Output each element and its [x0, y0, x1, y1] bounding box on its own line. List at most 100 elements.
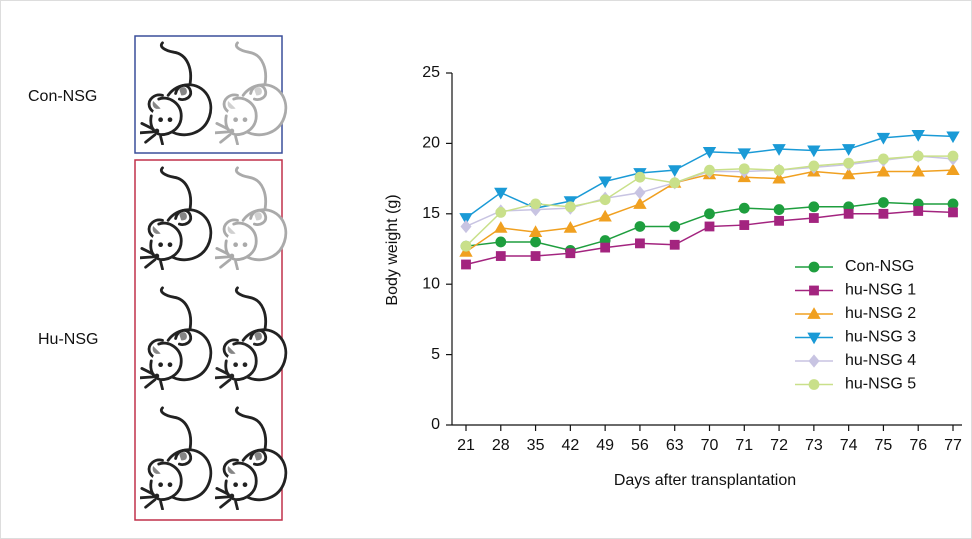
- data-point: [807, 145, 821, 158]
- y-tick-label: 0: [431, 416, 440, 433]
- legend-marker: [808, 354, 820, 368]
- x-tick-label: 42: [561, 437, 579, 454]
- data-point: [668, 165, 682, 177]
- x-tick-label: 21: [457, 437, 475, 454]
- x-axis-title: Days after transplantation: [614, 472, 796, 489]
- x-tick-label: 35: [527, 437, 545, 454]
- data-point: [530, 236, 541, 248]
- y-axis-title: Body weight (g): [384, 194, 401, 305]
- y-tick-label: 25: [422, 64, 440, 81]
- data-point: [843, 208, 854, 219]
- data-point: [948, 207, 958, 218]
- data-point: [738, 163, 750, 175]
- data-point: [634, 221, 646, 232]
- data-point: [598, 209, 612, 222]
- data-point: [878, 153, 889, 165]
- data-point: [911, 164, 925, 177]
- group-label: Hu-NSG: [38, 331, 98, 348]
- legend-label: hu-NSG 5: [845, 376, 916, 393]
- data-point: [774, 215, 784, 226]
- data-point: [530, 198, 541, 210]
- data-point: [704, 164, 715, 176]
- data-point: [495, 251, 506, 261]
- legend-marker: [808, 261, 820, 273]
- data-point: [669, 239, 680, 250]
- data-point: [598, 176, 612, 189]
- data-point: [841, 144, 856, 156]
- data-point: [947, 150, 959, 162]
- data-point: [704, 221, 715, 232]
- data-point: [808, 213, 819, 223]
- legend-marker: [809, 285, 819, 296]
- data-point: [843, 157, 855, 169]
- y-tick-label: 15: [422, 205, 440, 222]
- data-point: [772, 171, 786, 184]
- x-tick-label: 75: [875, 437, 893, 454]
- data-point: [912, 150, 924, 162]
- data-point: [634, 171, 646, 183]
- legend-label: hu-NSG 3: [845, 329, 916, 346]
- data-point: [600, 242, 611, 253]
- legend-marker: [807, 307, 821, 319]
- legend-marker: [808, 379, 820, 390]
- x-tick-label: 72: [770, 437, 788, 454]
- data-point: [841, 167, 856, 180]
- data-point: [633, 197, 647, 209]
- data-point: [530, 251, 541, 261]
- x-tick-label: 71: [735, 437, 753, 454]
- data-point: [947, 198, 959, 210]
- data-point: [460, 219, 472, 234]
- data-point: [946, 163, 960, 176]
- legend-label: hu-NSG 1: [845, 282, 916, 299]
- data-point: [494, 187, 508, 200]
- x-tick-label: 77: [944, 437, 962, 454]
- data-point: [564, 201, 576, 213]
- data-point: [495, 206, 507, 218]
- data-point: [702, 146, 717, 159]
- y-tick-label: 20: [422, 135, 440, 152]
- data-point: [808, 201, 820, 213]
- data-point: [772, 144, 786, 156]
- legend-label: hu-NSG 4: [845, 352, 916, 369]
- data-point: [704, 208, 715, 220]
- group-label: Con-NSG: [28, 88, 97, 105]
- data-point: [461, 259, 471, 270]
- legend-label: Con-NSG: [845, 258, 914, 275]
- data-point: [773, 164, 785, 176]
- data-point: [460, 240, 472, 252]
- x-tick-label: 70: [701, 437, 719, 454]
- x-tick-label: 28: [492, 437, 510, 454]
- data-point: [738, 202, 750, 214]
- legend-marker: [807, 332, 821, 345]
- y-tick-label: 5: [431, 346, 440, 363]
- data-point: [635, 238, 645, 249]
- data-point: [565, 248, 576, 259]
- data-point: [911, 130, 925, 142]
- data-point: [876, 164, 891, 177]
- data-point: [876, 132, 891, 145]
- data-point: [563, 221, 578, 233]
- data-point: [494, 221, 508, 233]
- data-point: [669, 221, 681, 232]
- data-point: [634, 186, 646, 200]
- y-tick-label: 10: [422, 275, 440, 292]
- x-tick-label: 74: [840, 437, 858, 454]
- data-point: [913, 206, 924, 216]
- x-tick-label: 63: [666, 437, 684, 454]
- data-point: [599, 194, 611, 206]
- data-point: [878, 197, 889, 208]
- x-tick-label: 56: [631, 437, 649, 454]
- data-point: [808, 160, 820, 172]
- data-point: [669, 177, 681, 189]
- data-point: [459, 213, 473, 225]
- data-point: [739, 220, 750, 230]
- legend-label: hu-NSG 2: [845, 305, 916, 322]
- x-tick-label: 73: [805, 437, 823, 454]
- x-tick-label: 76: [909, 437, 927, 454]
- x-tick-label: 49: [596, 437, 614, 454]
- data-point: [737, 148, 751, 161]
- data-point: [946, 131, 960, 144]
- data-point: [878, 208, 889, 219]
